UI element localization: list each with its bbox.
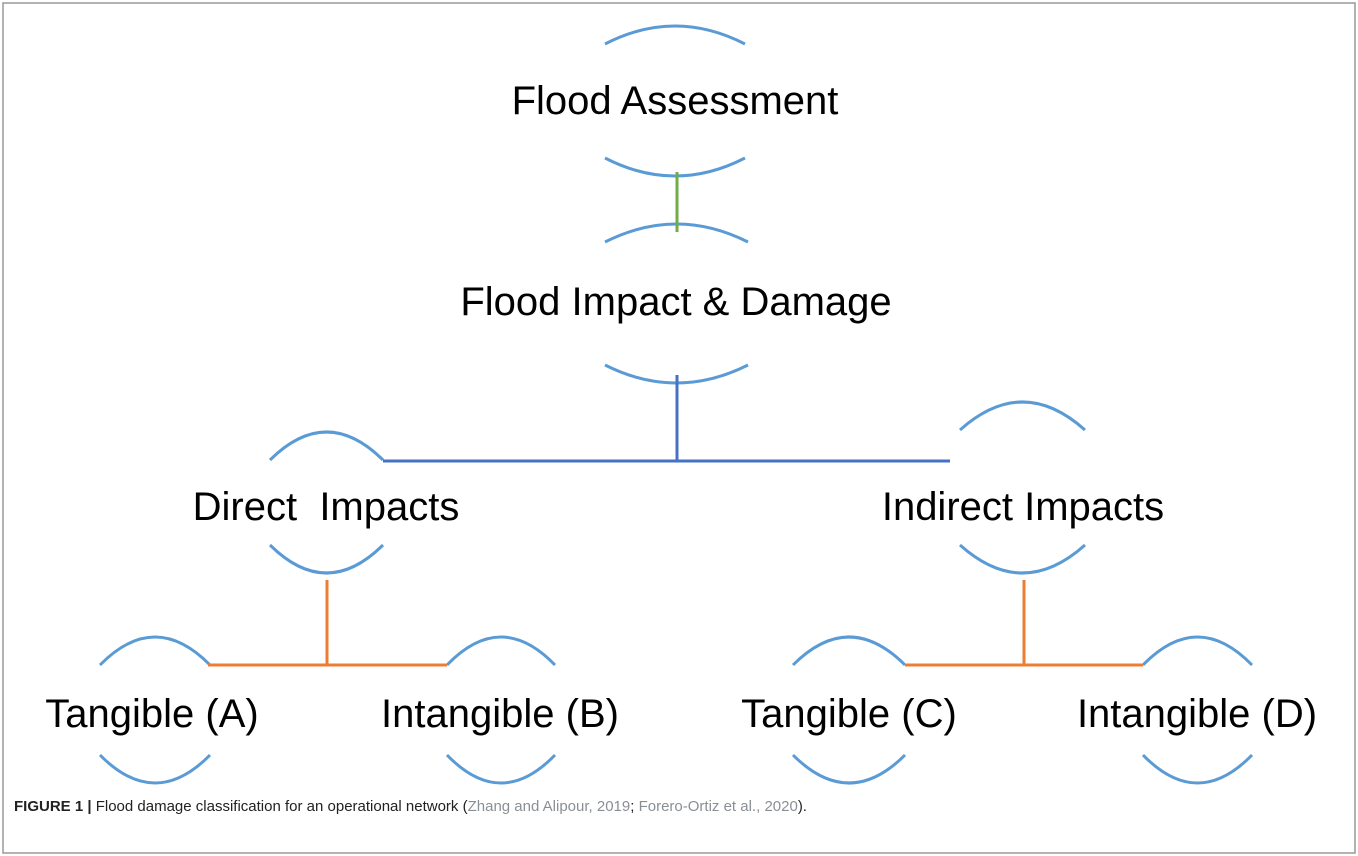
- caption-text: ;: [630, 798, 639, 815]
- citation[interactable]: Forero-Ortiz et al., 2020: [638, 798, 798, 815]
- node-arc: [791, 635, 907, 667]
- node-arc: [268, 430, 385, 462]
- caption-text: Flood damage classification for an opera…: [91, 798, 468, 815]
- node-arc: [958, 543, 1087, 575]
- node-arc: [958, 400, 1087, 432]
- node-arc: [604, 24, 746, 46]
- node-arc: [791, 753, 907, 785]
- node-arc: [1141, 753, 1254, 785]
- node-arc: [445, 635, 557, 667]
- node-arc: [1141, 635, 1254, 667]
- node-label: Tangible (C): [741, 692, 957, 736]
- node-label: Intangible (D): [1077, 692, 1317, 736]
- figure-label: FIGURE 1 |: [14, 798, 92, 815]
- node-arc: [604, 156, 746, 178]
- node-label: Flood Assessment: [512, 79, 839, 123]
- node-arc: [98, 753, 212, 785]
- node-label: Tangible (A): [45, 692, 258, 736]
- node-arc: [268, 543, 385, 575]
- caption-text: ).: [797, 798, 807, 815]
- node-label: Intangible (B): [381, 692, 619, 736]
- node-arc: [98, 635, 212, 667]
- node-arc: [445, 753, 557, 785]
- node-label: Direct Impacts: [193, 485, 460, 529]
- citation[interactable]: Zhang and Alipour, 2019: [467, 798, 631, 815]
- node-label: Indirect Impacts: [882, 485, 1164, 529]
- node-label: Flood Impact & Damage: [460, 280, 891, 324]
- caption: FIGURE 1 | Flood damage classification f…: [14, 798, 807, 815]
